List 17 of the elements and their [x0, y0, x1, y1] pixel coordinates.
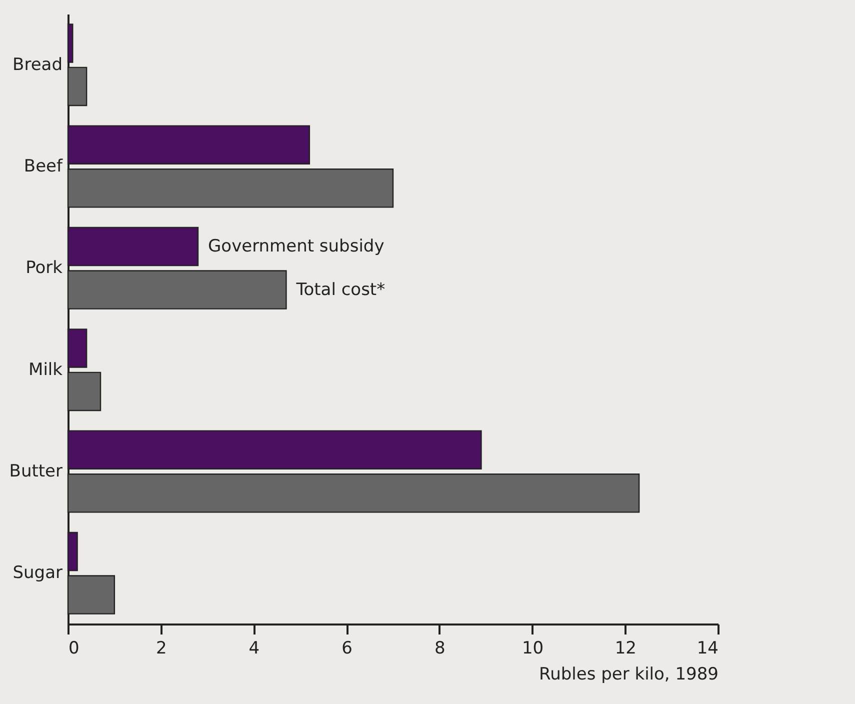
y-tick-label: Beef — [24, 156, 64, 176]
series-label: Government subsidy — [208, 236, 384, 257]
y-tick-label: Butter — [9, 462, 63, 482]
x-tick-label: 0 — [68, 638, 80, 658]
x-tick-label: 4 — [248, 638, 260, 658]
x-tick-label: 6 — [342, 638, 352, 658]
y-tick-label: Pork — [26, 258, 63, 278]
x-tick-label: 14 — [696, 638, 718, 658]
x-tick-label: 8 — [434, 638, 446, 658]
y-tick-label: Sugar — [12, 563, 63, 584]
x-axis-title: Rubles per kilo, 1989 — [539, 664, 718, 684]
y-tick-label: Milk — [28, 360, 63, 380]
x-tick-label: 2 — [156, 638, 167, 658]
x-tick-label: 10 — [522, 638, 544, 658]
series-label: Total cost* — [295, 280, 386, 300]
y-tick-label: Bread — [12, 54, 62, 75]
x-tick-label: 12 — [614, 638, 636, 658]
